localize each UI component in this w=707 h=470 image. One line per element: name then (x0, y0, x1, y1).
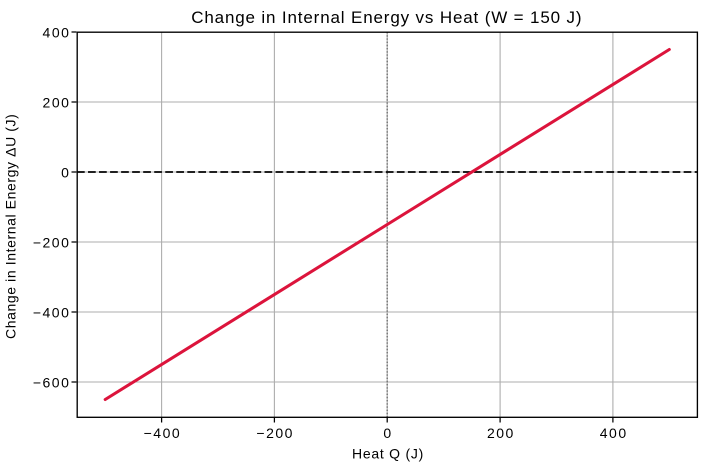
svg-text:200: 200 (487, 425, 515, 441)
svg-text:200: 200 (43, 95, 71, 111)
svg-text:Heat Q (J): Heat Q (J) (352, 445, 424, 461)
svg-text:Change in Internal Energy ΔU (: Change in Internal Energy ΔU (J) (3, 114, 19, 339)
svg-text:400: 400 (43, 25, 71, 41)
svg-text:0: 0 (61, 165, 70, 181)
svg-text:400: 400 (600, 425, 628, 441)
svg-text:Change in Internal Energy vs H: Change in Internal Energy vs Heat (W = 1… (191, 8, 582, 27)
svg-text:−200: −200 (33, 235, 71, 251)
svg-text:−400: −400 (144, 425, 182, 441)
svg-text:−600: −600 (33, 375, 71, 391)
svg-text:−200: −200 (256, 425, 294, 441)
svg-text:−400: −400 (33, 305, 71, 321)
svg-text:0: 0 (383, 425, 392, 441)
